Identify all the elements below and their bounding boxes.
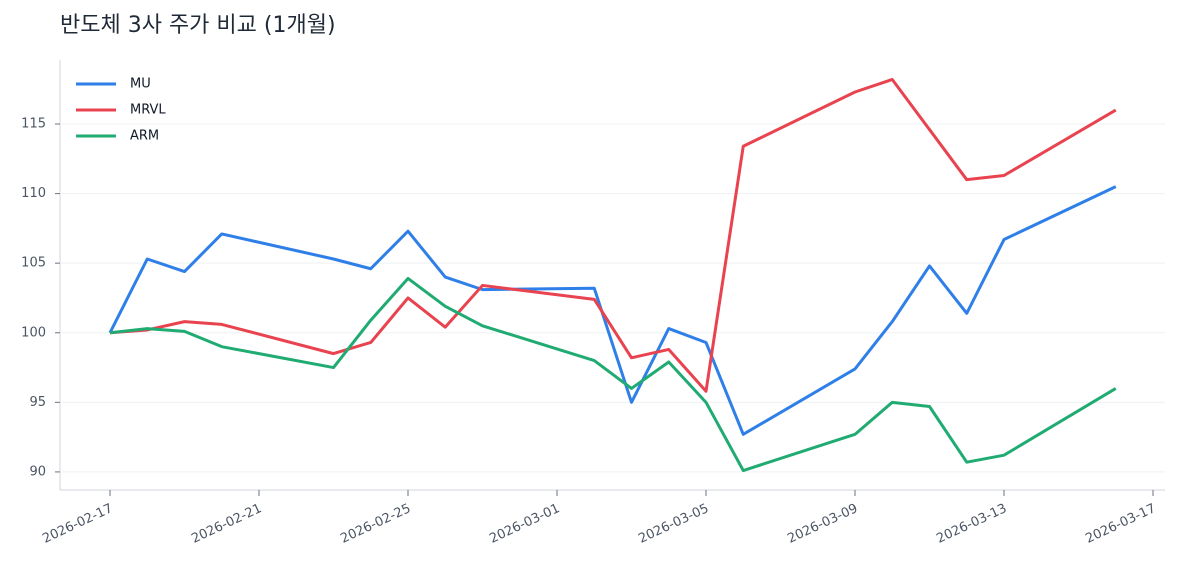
y-tick-label: 90 — [29, 464, 46, 479]
y-tick-label: 115 — [21, 117, 46, 132]
series-line — [108, 185, 1117, 436]
y-tick-label: 100 — [21, 325, 46, 340]
x-tick-label: 2026-02-21 — [189, 501, 264, 547]
legend-label: MRVL — [130, 103, 166, 118]
x-tick-label: 2026-02-25 — [338, 501, 413, 547]
x-tick-label: 2026-03-05 — [636, 501, 711, 547]
x-tick-label: 2026-03-01 — [487, 501, 562, 547]
y-tick-label: 105 — [21, 256, 46, 271]
x-tick-label: 2026-02-17 — [40, 501, 115, 547]
chart-title: 반도체 3사 주가 비교 (1개월) — [60, 13, 336, 38]
legend-label: MU — [130, 77, 151, 92]
x-tick-label: 2026-03-09 — [785, 501, 860, 547]
x-tick-label: 2026-03-13 — [934, 501, 1009, 547]
y-tick-label: 95 — [29, 395, 46, 410]
series-line — [109, 276, 1117, 473]
legend-label: ARM — [130, 129, 159, 144]
y-tick-label: 110 — [21, 186, 46, 201]
x-tick-label: 2026-03-17 — [1083, 501, 1158, 547]
series-line — [109, 77, 1117, 393]
